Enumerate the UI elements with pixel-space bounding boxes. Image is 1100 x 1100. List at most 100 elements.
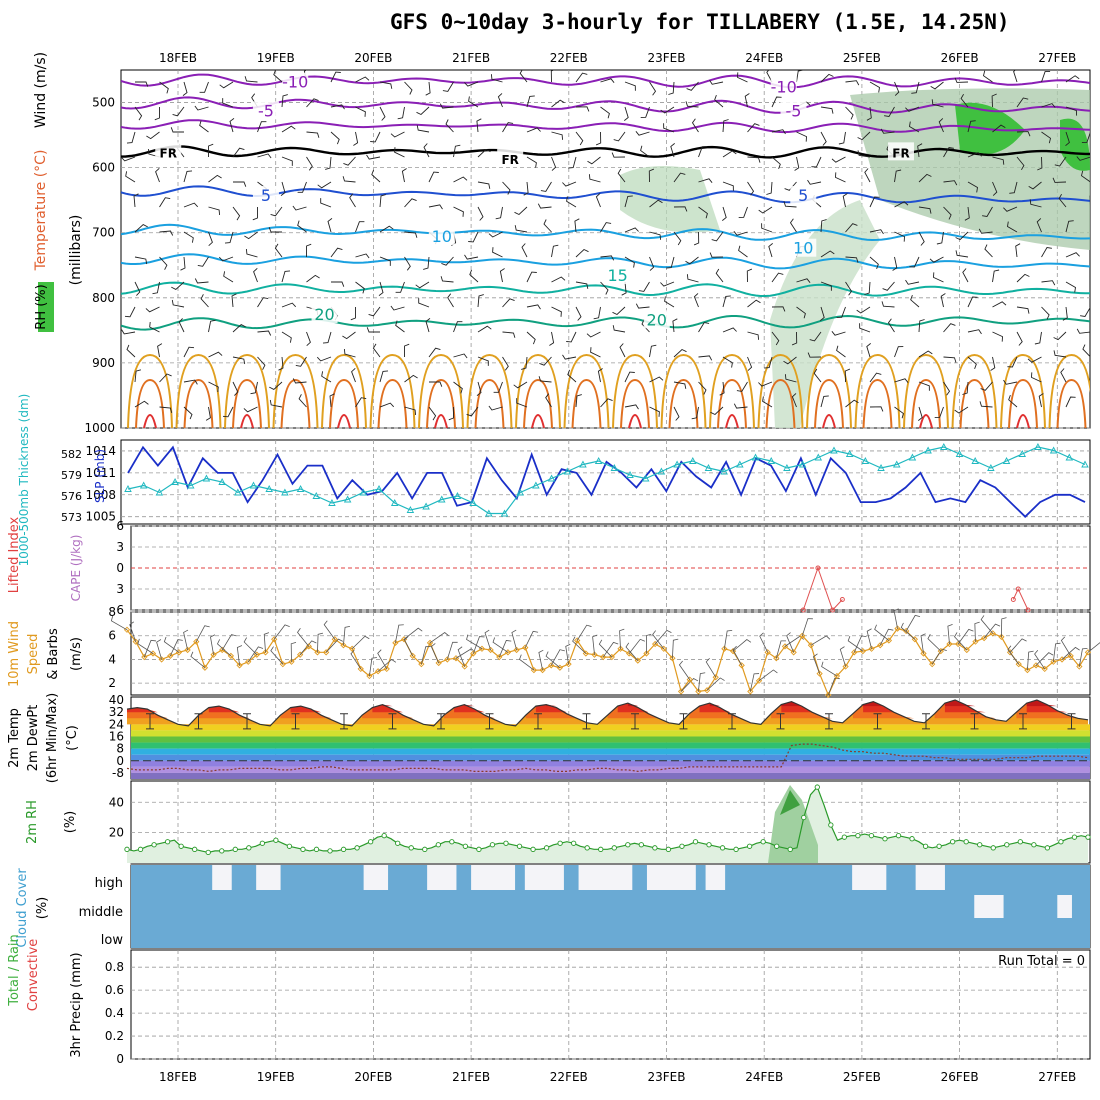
wind10-barb xyxy=(786,632,795,653)
wind-barb xyxy=(502,298,515,308)
wind10-marker xyxy=(617,645,624,652)
wind10-marker xyxy=(920,650,927,657)
wind-barb xyxy=(866,343,871,358)
wind-barb xyxy=(737,72,748,83)
wind-barb xyxy=(1003,379,1018,385)
temp2m-tick: 24 xyxy=(109,717,124,731)
isotherm-hottest xyxy=(822,414,836,428)
wind-barb xyxy=(566,196,577,208)
thickness-axis-label: 1000-500mb Thickness (dm) xyxy=(17,394,31,567)
wind-barb xyxy=(857,131,871,141)
wind10-marker xyxy=(721,645,728,652)
isotherm-hot xyxy=(668,378,699,428)
wind10-axis-label: & Barbs xyxy=(46,628,61,680)
wind-barb xyxy=(807,179,822,185)
rh2m-marker xyxy=(137,846,144,852)
rh2m-marker xyxy=(422,846,428,852)
cloud-clear xyxy=(705,865,726,890)
wind10-marker xyxy=(400,636,408,643)
temp-minmax-marker xyxy=(631,713,639,730)
wind-barb xyxy=(208,351,223,358)
wind-barb xyxy=(575,106,590,112)
wind-barb xyxy=(366,154,381,160)
wind10-barb xyxy=(1052,642,1061,662)
wind-tick: 6 xyxy=(108,629,116,643)
thickness-marker xyxy=(1018,450,1027,457)
cape-axis-label: CAPE (J/kg) xyxy=(69,535,83,602)
wind10-barb xyxy=(893,608,899,629)
rh2m-marker xyxy=(990,845,996,851)
cape-marker xyxy=(830,607,836,613)
wind-barb xyxy=(199,81,209,93)
wind10-marker xyxy=(175,649,183,656)
wind-barb xyxy=(159,256,168,270)
wind-barb xyxy=(1007,221,1018,233)
wind-barb xyxy=(1065,75,1080,83)
wind-barb xyxy=(722,119,729,133)
wind10-marker xyxy=(348,645,356,652)
contour-label: 20 xyxy=(647,310,667,329)
isotherm-10 xyxy=(121,253,1090,270)
wind-barb xyxy=(621,281,627,296)
wind-barb xyxy=(586,331,601,338)
thickness-marker xyxy=(547,474,556,482)
wind-barb xyxy=(281,94,288,108)
wind-barb xyxy=(281,156,293,166)
wind10-barb xyxy=(492,637,509,653)
wind-barb xyxy=(783,356,797,365)
wind-barb xyxy=(894,201,909,208)
thickness-tick: 579 xyxy=(61,469,82,482)
wind-barb xyxy=(416,106,430,116)
wind-barb xyxy=(894,231,905,242)
upper-air-contours: -10 -10 -5 -5 FR FR FR 5 5 10 10 15 20 20 xyxy=(121,70,1090,428)
rh2m-marker xyxy=(719,845,726,851)
precip-tick: 0.6 xyxy=(105,983,124,997)
thickness-marker xyxy=(861,457,870,464)
wind-barb xyxy=(327,218,333,233)
wind-barb xyxy=(425,81,431,96)
wind10-barb xyxy=(874,624,890,641)
wind-barb xyxy=(744,93,750,108)
wind10-marker xyxy=(574,637,581,644)
wind-barb xyxy=(351,367,356,383)
wind-barb xyxy=(566,331,577,343)
wind-barb xyxy=(121,329,136,335)
wind-barb xyxy=(1065,106,1078,116)
wind-barb xyxy=(366,327,380,333)
wind-barb xyxy=(992,269,1000,283)
wind-barb xyxy=(468,231,479,243)
wind10-axis-label: Speed xyxy=(26,634,41,675)
wind10-barb xyxy=(457,646,466,667)
wind-barb xyxy=(182,81,188,96)
isotherm-hot xyxy=(377,378,408,428)
wind-barb xyxy=(698,355,713,361)
wind-barb xyxy=(685,101,699,108)
wind-barb xyxy=(864,281,871,295)
wind-barb xyxy=(280,181,286,196)
wind-barb xyxy=(722,150,737,158)
wind-barb xyxy=(967,329,982,335)
wind10-marker xyxy=(851,649,858,656)
wind-barb xyxy=(905,106,920,112)
wind-barb xyxy=(243,406,258,413)
wind-barb xyxy=(789,218,797,233)
wind-barb xyxy=(134,224,148,233)
wind-barb xyxy=(575,72,588,83)
rh2m-marker xyxy=(746,843,753,849)
wind-axis-label: Wind (m/s) xyxy=(33,52,49,128)
wind10-barb xyxy=(1078,647,1088,667)
wind-barb xyxy=(401,168,407,183)
temp2m-tick: 16 xyxy=(109,729,124,743)
wind10-barb xyxy=(810,635,831,646)
temp2m-axis-label: 2m Temp xyxy=(7,708,22,768)
wind-tick: 2 xyxy=(108,676,116,690)
wind-barb xyxy=(967,152,982,158)
wind-barb xyxy=(330,247,343,258)
wind-barb xyxy=(771,272,784,283)
wind-barb xyxy=(686,274,699,283)
wind-barb xyxy=(502,331,516,338)
wind-barb xyxy=(440,276,454,283)
wind-barb xyxy=(1036,218,1042,233)
wind-barb xyxy=(183,406,193,420)
wind-barb xyxy=(838,131,846,145)
